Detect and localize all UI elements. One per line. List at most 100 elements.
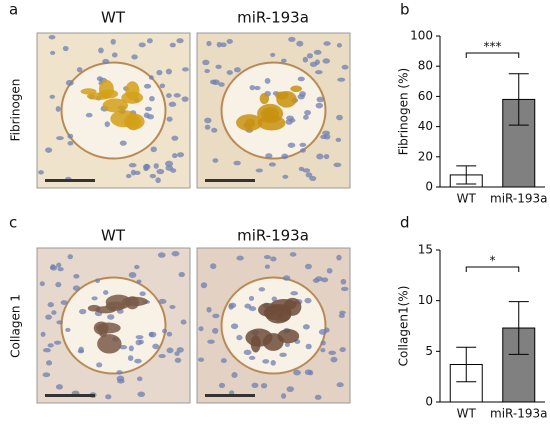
nucleus xyxy=(98,47,104,54)
deposit xyxy=(105,301,126,311)
deposit xyxy=(125,81,140,101)
nucleus xyxy=(313,49,322,55)
nucleus xyxy=(127,355,134,361)
error-bar xyxy=(508,73,529,126)
nucleus xyxy=(73,273,80,279)
nucleus xyxy=(142,164,151,171)
nucleus xyxy=(47,302,54,308)
nucleus xyxy=(296,40,304,47)
y-tick-label: 80 xyxy=(418,59,433,73)
significance-bracket xyxy=(465,52,520,58)
nucleus xyxy=(304,263,312,270)
deposit xyxy=(97,334,122,354)
deposit xyxy=(126,114,141,131)
nucleus xyxy=(168,101,177,107)
nucleus xyxy=(315,70,323,75)
nucleus xyxy=(254,85,261,91)
nucleus xyxy=(336,254,342,261)
nucleus xyxy=(103,290,109,295)
nucleus xyxy=(143,83,152,89)
nucleus xyxy=(42,347,51,353)
nucleus xyxy=(216,41,222,48)
scale-bar xyxy=(45,394,95,397)
nucleus xyxy=(181,96,189,102)
nucleus xyxy=(110,38,116,45)
nucleus xyxy=(131,54,138,60)
nucleus xyxy=(107,314,115,320)
y-axis-label: Fibrinogen (%) xyxy=(397,68,411,155)
nucleus xyxy=(42,372,51,378)
nucleus xyxy=(290,291,299,296)
column-label: miR-193a xyxy=(237,9,309,27)
significance-label: *** xyxy=(484,40,502,54)
nucleus xyxy=(264,78,271,84)
nucleus xyxy=(323,154,330,160)
nucleus xyxy=(166,93,172,98)
nucleus xyxy=(56,320,63,325)
nucleus xyxy=(314,394,322,400)
nucleus xyxy=(40,331,46,337)
deposit xyxy=(125,296,140,310)
nucleus xyxy=(50,264,56,270)
nucleus xyxy=(135,335,144,340)
nucleus xyxy=(56,136,64,141)
nucleus xyxy=(286,386,295,393)
nucleus xyxy=(270,52,276,58)
error-bar xyxy=(456,165,477,185)
nucleus xyxy=(230,323,239,330)
nucleus xyxy=(226,70,233,76)
nucleus xyxy=(297,76,305,82)
nucleus xyxy=(76,67,83,73)
nucleus xyxy=(173,93,181,98)
deposit xyxy=(290,85,302,93)
nucleus xyxy=(336,114,343,121)
nucleus xyxy=(218,82,225,87)
nucleus xyxy=(338,313,345,318)
y-axis-label: Collagen1(%) xyxy=(397,286,411,367)
nucleus xyxy=(302,56,309,63)
x-tick-label: WT xyxy=(457,192,477,206)
nucleus xyxy=(134,358,142,364)
nucleus xyxy=(289,252,297,257)
deposit xyxy=(87,304,101,312)
nucleus xyxy=(178,271,186,278)
nucleus xyxy=(300,148,306,153)
y-tick-label: 15 xyxy=(418,243,433,257)
nucleus xyxy=(336,43,343,48)
nucleus xyxy=(335,137,342,142)
nucleus xyxy=(130,169,136,176)
deposit xyxy=(80,88,97,95)
nucleus xyxy=(78,346,84,353)
nucleus xyxy=(284,342,290,348)
nucleus xyxy=(104,121,110,128)
nucleus xyxy=(171,251,180,257)
nucleus xyxy=(55,106,61,112)
nucleus xyxy=(136,279,142,284)
nucleus xyxy=(95,278,101,283)
nucleus xyxy=(55,281,62,288)
nucleus xyxy=(279,352,287,358)
nucleus xyxy=(47,343,54,348)
nucleus xyxy=(172,153,178,159)
nucleus xyxy=(289,118,296,123)
nucleus xyxy=(91,296,98,301)
nucleus xyxy=(299,91,306,98)
nucleus xyxy=(322,58,331,64)
significance-bracket xyxy=(465,266,520,272)
nucleus xyxy=(212,327,219,334)
scale-bar xyxy=(45,179,95,182)
nucleus xyxy=(116,370,123,375)
nucleus xyxy=(65,79,74,86)
nucleus xyxy=(156,168,165,175)
nucleus xyxy=(38,170,44,175)
nucleus xyxy=(157,252,166,258)
nucleus xyxy=(280,58,287,63)
nucleus xyxy=(57,267,64,272)
nucleus xyxy=(79,308,87,315)
deposit xyxy=(276,91,297,108)
nucleus xyxy=(128,345,134,352)
nucleus xyxy=(171,135,179,141)
deposit xyxy=(98,89,119,99)
nucleus xyxy=(177,152,185,158)
nucleus xyxy=(49,94,56,99)
